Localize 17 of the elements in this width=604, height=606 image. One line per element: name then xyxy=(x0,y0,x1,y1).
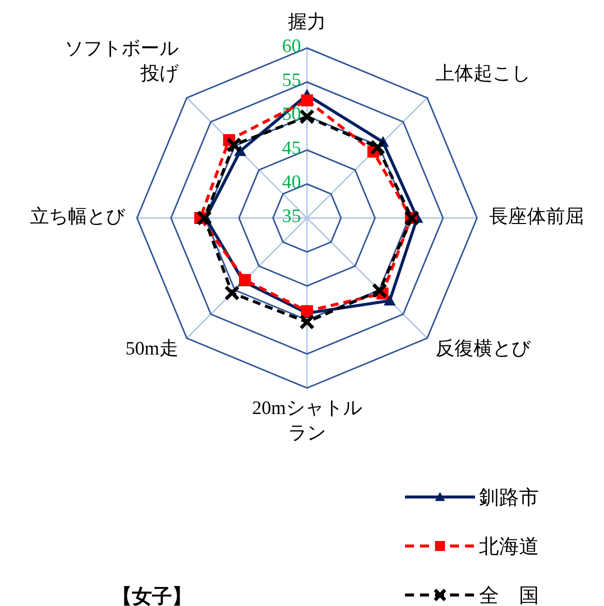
y-tick-label: 55 xyxy=(282,70,301,91)
spoke-label: 50m走 xyxy=(126,338,178,360)
legend-label: 全 国 xyxy=(479,585,539,606)
legend-label: 北海道 xyxy=(479,536,539,558)
spoke-label: 20mシャトルラン xyxy=(252,398,362,444)
y-tick-label: 40 xyxy=(282,172,301,193)
y-tick-label: 35 xyxy=(282,206,301,227)
text: 【女子】 xyxy=(112,586,192,606)
spoke-label: 上体起こし xyxy=(436,63,531,84)
y-tick-label: 45 xyxy=(282,138,301,159)
y-tick-label: 60 xyxy=(282,36,301,57)
spoke-label: ソフトボール投げ xyxy=(64,38,180,84)
spoke-label: 長座体前屈 xyxy=(489,206,584,228)
spoke-label: 反復横とび xyxy=(436,338,532,360)
spoke-label: 握力 xyxy=(288,12,326,33)
spoke-label: 立ち幅とび xyxy=(30,206,126,228)
legend-label: 釧路市 xyxy=(479,487,539,509)
